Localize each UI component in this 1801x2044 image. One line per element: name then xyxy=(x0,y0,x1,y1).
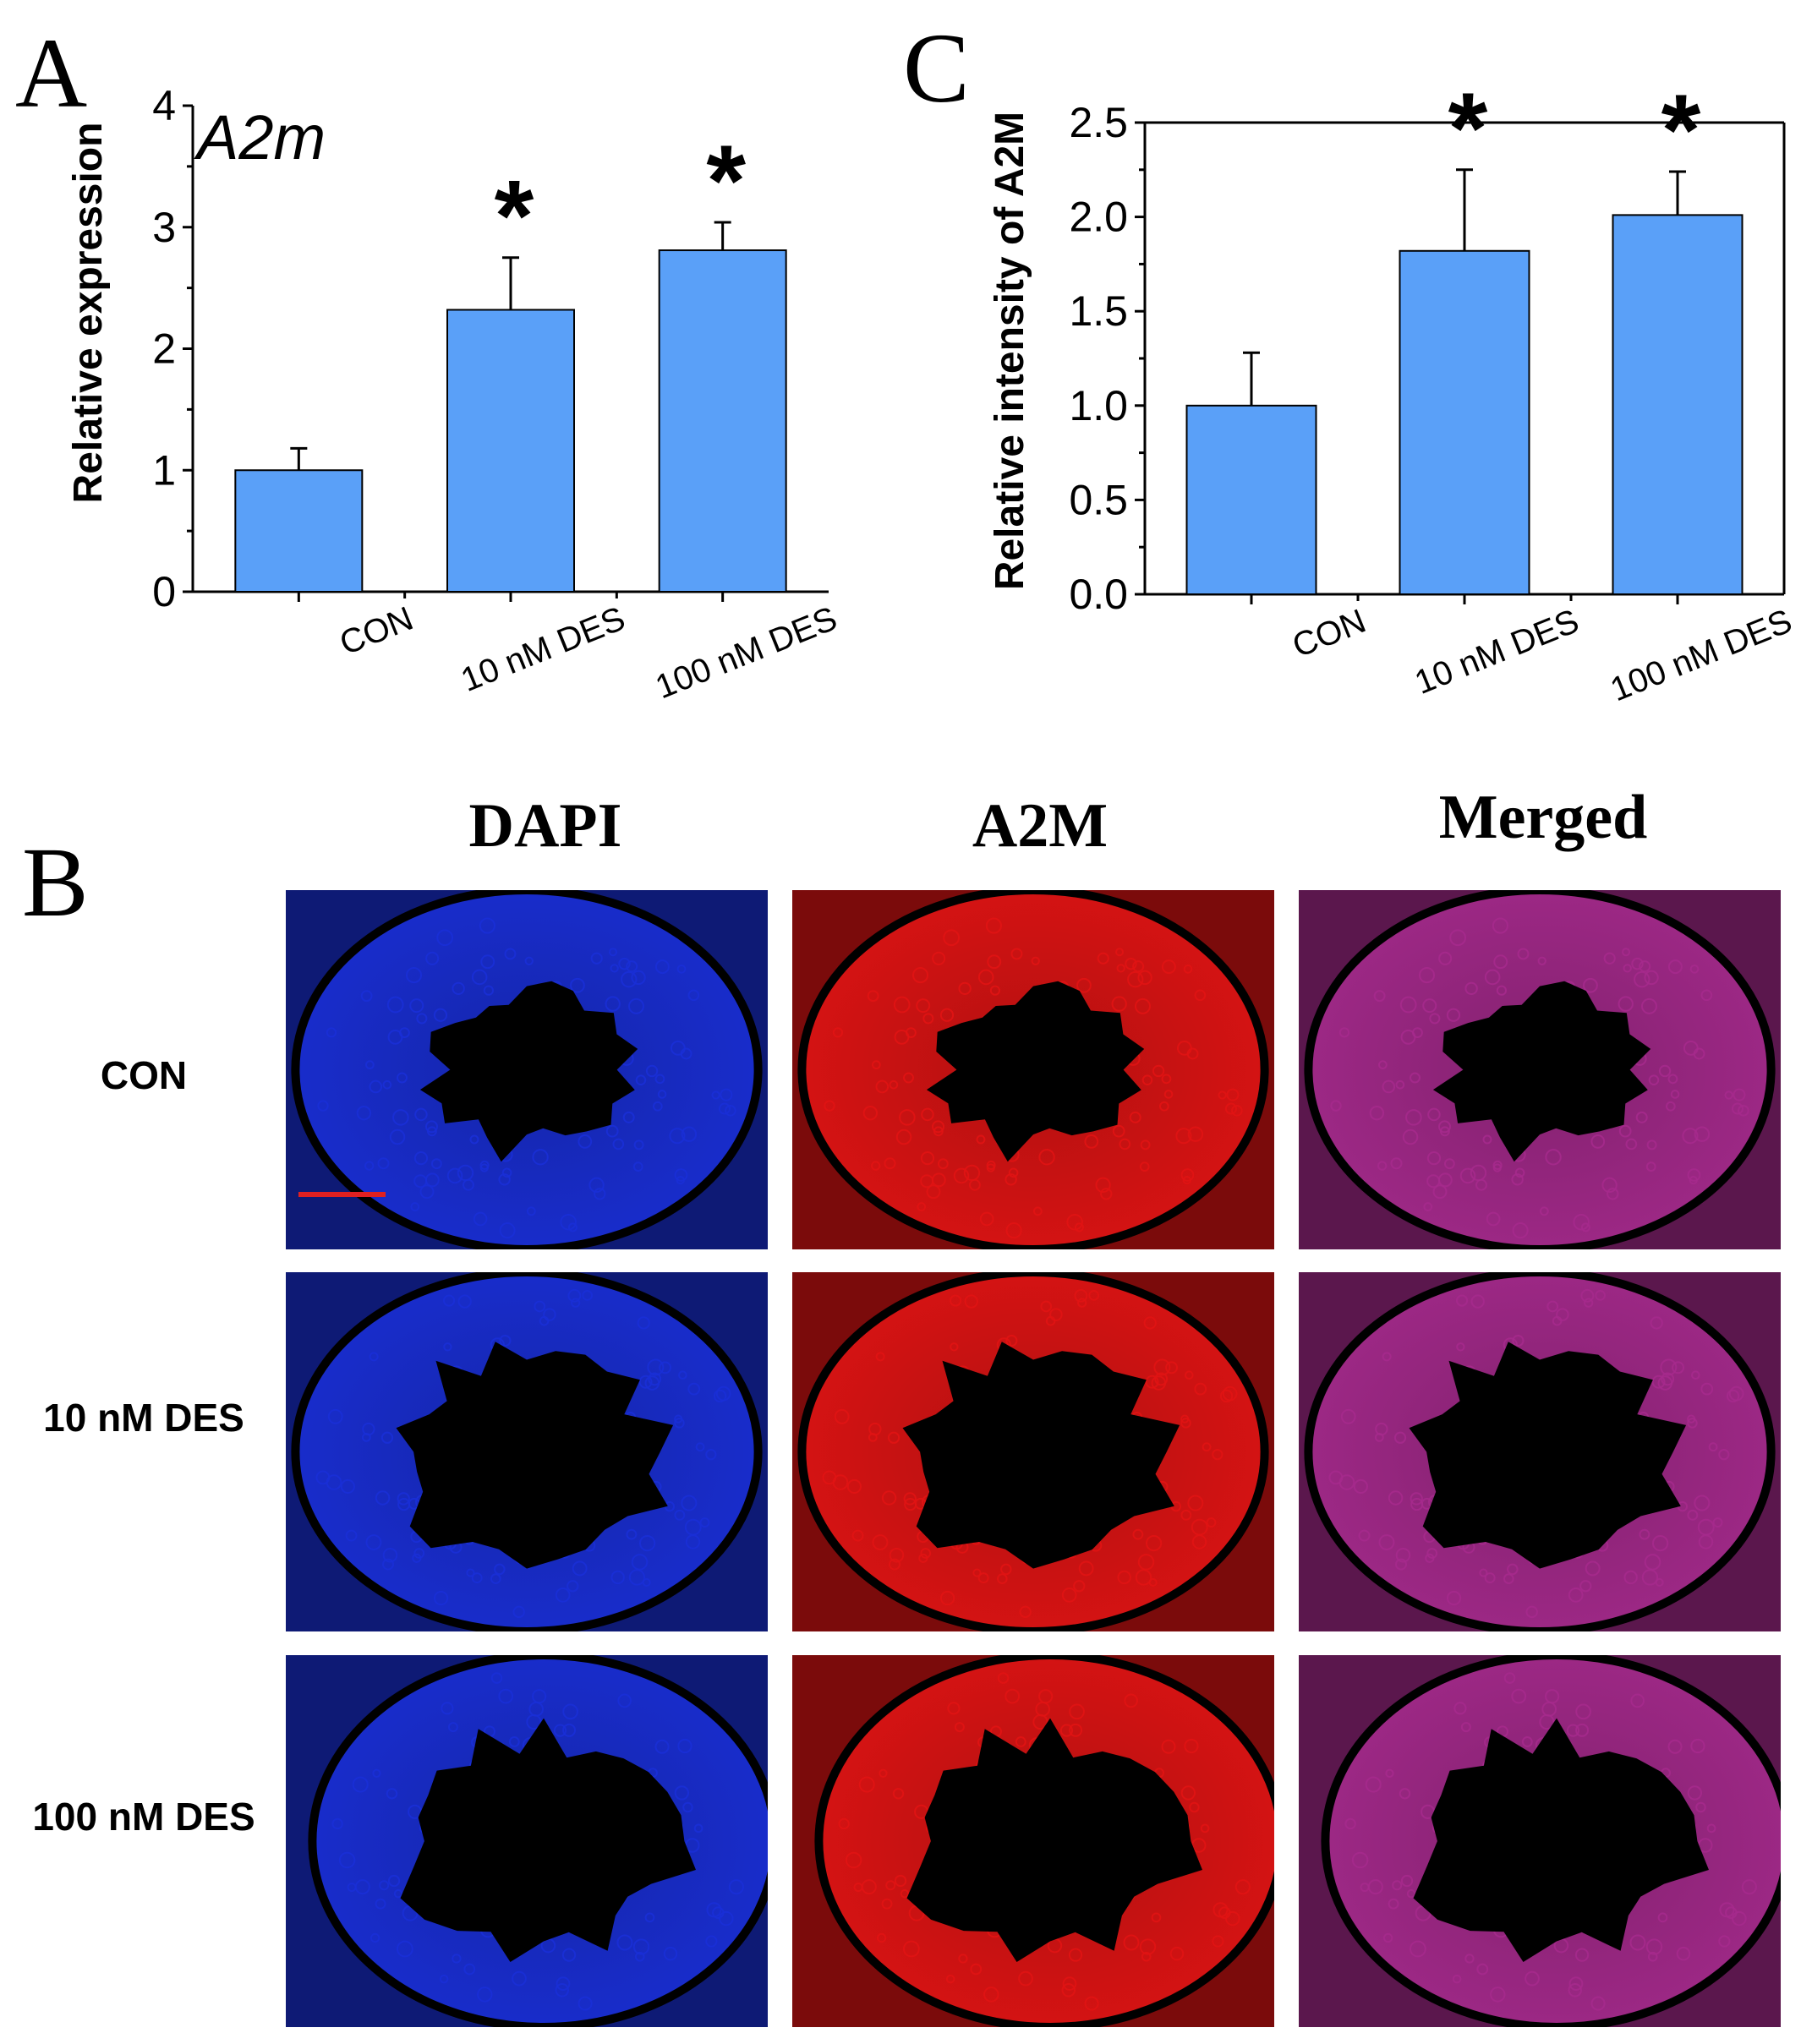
row-label-con: CON xyxy=(100,1053,188,1097)
micrograph-dapi-3 xyxy=(286,1655,768,2027)
lumen xyxy=(1432,981,1651,1162)
lumen xyxy=(400,1718,696,1962)
bar xyxy=(1399,249,1530,595)
y-tick-label: 1.0 xyxy=(1069,382,1128,429)
lumen xyxy=(1413,1718,1709,1962)
column-header-dapi: DAPI xyxy=(468,791,622,861)
y-tick-label: 2.5 xyxy=(1069,99,1128,146)
chart-a: 0 1 2 3 4 CON 10 nM DES * 100 nM DES * Relative ex… xyxy=(66,82,842,706)
lumen xyxy=(419,981,638,1162)
lumen xyxy=(906,1718,1202,1962)
lumen xyxy=(1409,1342,1687,1569)
significance-mark: * xyxy=(1448,72,1488,185)
y-tick-label: 1 xyxy=(152,446,176,494)
y-tick-label: 2.0 xyxy=(1069,194,1128,241)
bar xyxy=(446,309,575,593)
bar xyxy=(658,249,787,593)
significance-mark: * xyxy=(1661,74,1701,187)
x-tick-label: 10 nM DES xyxy=(1410,603,1584,702)
panel-letter-c: C xyxy=(903,13,970,123)
y-tick-label: 3 xyxy=(152,204,176,251)
chart-title: A2m xyxy=(194,102,326,172)
bar xyxy=(234,469,364,593)
y-tick-label: 0 xyxy=(152,568,176,615)
lumen xyxy=(902,1342,1180,1569)
axes: 0 1 2 3 4 xyxy=(152,82,829,615)
micrograph-merged-1 xyxy=(1299,890,1781,1249)
column-header-merged: Merged xyxy=(1438,783,1648,852)
y-axis-label: Relative intensity of A2M xyxy=(988,112,1032,590)
y-tick-label: 0.0 xyxy=(1069,571,1128,618)
lumen xyxy=(396,1342,674,1569)
column-header-a2m: A2M xyxy=(972,791,1109,861)
x-tick-label: CON xyxy=(335,600,419,663)
lumen xyxy=(926,981,1145,1162)
significance-mark: * xyxy=(495,160,534,273)
bar-group: 100 nM DES * xyxy=(650,124,842,706)
panel-letter-a: A xyxy=(15,18,88,128)
micrograph-a2m-1 xyxy=(792,890,1274,1249)
row-label-100nm-des: 100 nM DES xyxy=(32,1795,255,1839)
bar-group: 100 nM DES * xyxy=(1606,74,1798,708)
micrograph-merged-3 xyxy=(1299,1655,1781,2027)
row-label-10nm-des: 10 nM DES xyxy=(43,1396,244,1440)
bar-group: CON xyxy=(234,446,419,663)
y-tick-label: 1.5 xyxy=(1069,287,1128,335)
bar-group: 10 nM DES * xyxy=(1399,72,1584,702)
micrograph-dapi-2 xyxy=(286,1272,768,1631)
y-axis-label: Relative expression xyxy=(66,123,111,504)
bar xyxy=(1612,214,1744,595)
x-tick-label: CON xyxy=(1287,603,1371,665)
panel-letter-b: B xyxy=(22,827,89,937)
micrograph-a2m-2 xyxy=(792,1272,1274,1631)
y-tick-label: 0.5 xyxy=(1069,476,1128,523)
bar-group: CON xyxy=(1185,351,1371,665)
y-tick-label: 4 xyxy=(152,82,176,129)
x-tick-label: 100 nM DES xyxy=(1606,603,1798,709)
micrograph-merged-2 xyxy=(1299,1272,1781,1631)
micrograph-a2m-3 xyxy=(792,1655,1274,2027)
x-tick-label: 100 nM DES xyxy=(650,600,842,707)
y-tick-label: 2 xyxy=(152,325,176,373)
x-tick-label: 10 nM DES xyxy=(456,600,630,699)
significance-mark: * xyxy=(706,124,746,238)
micrograph-dapi-1 xyxy=(286,890,768,1249)
bar xyxy=(1185,404,1317,595)
bar-group: 10 nM DES * xyxy=(446,160,630,699)
